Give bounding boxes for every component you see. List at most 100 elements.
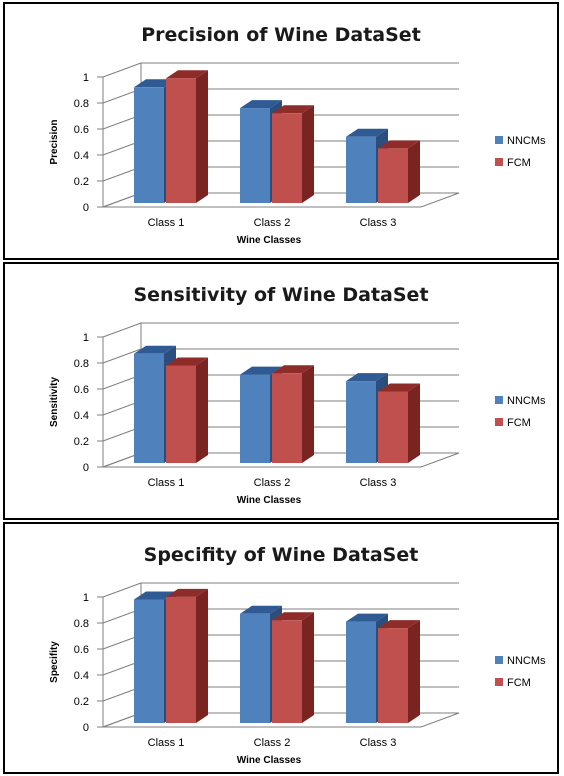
bar-fcm-class-1: [166, 70, 208, 203]
legend-swatch-nncms: [495, 136, 503, 144]
bar-top: [240, 605, 282, 614]
bar-top: [272, 612, 314, 621]
y-tick-label: 0: [83, 202, 89, 214]
floor: [102, 712, 460, 728]
y-tick-label: 0.6: [74, 384, 89, 396]
bar-fcm-class-2: [272, 105, 314, 203]
bar-front: [378, 628, 408, 723]
x-tick-label: Class 3: [360, 217, 397, 229]
bar-front: [272, 373, 302, 463]
bar-top: [346, 128, 388, 137]
y-tick-label: 0.6: [74, 644, 89, 656]
legend-swatch-fcm: [495, 418, 503, 426]
x-tick-label: Class 2: [254, 737, 291, 749]
bar-top: [378, 383, 420, 392]
x-tick-label: Class 3: [360, 737, 397, 749]
chart-specifity: Specifity of Wine DataSet 0 0.2 0.4 0.6 0.8 1 C…: [49, 544, 546, 766]
y-axis-title: Sensitivity: [49, 377, 60, 427]
bar-front: [378, 148, 408, 203]
bar-front: [240, 108, 270, 203]
bar-front: [346, 621, 376, 723]
bar-front: [240, 374, 270, 463]
bar-fcm-class-2: [272, 365, 314, 463]
legend-label-fcm: FCM: [507, 417, 531, 429]
sensitivity-chart-panel: Sensitivity of Wine DataSet 0 0.2 0.4 0.6 0.8…: [3, 262, 559, 520]
x-axis-title: Wine Classes: [237, 495, 302, 506]
bar-top: [134, 79, 176, 88]
bar-top: [166, 357, 208, 366]
y-axis-title: Precision: [49, 119, 60, 164]
bar-side: [196, 70, 208, 203]
bar-side: [302, 612, 314, 723]
bar-side: [408, 383, 420, 463]
specifity-chart-panel: Specifity of Wine DataSet 0 0.2 0.4 0.6 0.8 1 C…: [3, 522, 559, 774]
bar-front: [134, 87, 164, 203]
gridline-depth: [102, 322, 142, 338]
bar-top: [166, 588, 208, 597]
bar-top: [378, 140, 420, 149]
bar-front: [272, 113, 302, 203]
chart-title: Sensitivity of Wine DataSet: [133, 284, 428, 306]
bar-fcm-class-1: [166, 357, 208, 463]
precision-chart-panel: Precision of Wine DataSet 0 0.2 0.4 0.6 0.8 1 C…: [3, 2, 559, 260]
bar-fcm-class-3: [378, 620, 420, 723]
bar-front: [166, 78, 196, 203]
bar-side: [408, 140, 420, 203]
bar-top: [134, 591, 176, 600]
bar-side: [302, 365, 314, 463]
bar-top: [240, 100, 282, 109]
y-tick-label: 0.4: [74, 150, 89, 162]
bar-fcm-class-3: [378, 383, 420, 463]
bar-front: [134, 599, 164, 723]
bar-side: [408, 620, 420, 723]
bar-front: [166, 596, 196, 723]
y-tick-label: 0.2: [74, 696, 89, 708]
legend-label-fcm: FCM: [507, 677, 531, 689]
y-tick-label: 0.2: [74, 176, 89, 188]
bar-side: [302, 105, 314, 203]
bar-fcm-class-3: [378, 140, 420, 203]
bar-top: [272, 365, 314, 374]
y-axis-title: Specifity: [49, 641, 60, 683]
bar-front: [134, 353, 164, 463]
y-tick-label: 0: [83, 462, 89, 474]
chart-title: Specifity of Wine DataSet: [144, 544, 419, 566]
bar-front: [272, 620, 302, 723]
x-axis-title: Wine Classes: [237, 235, 302, 246]
chart-title: Precision of Wine DataSet: [141, 24, 421, 46]
bar-side: [196, 357, 208, 463]
legend-swatch-fcm: [495, 678, 503, 686]
bar-top: [346, 373, 388, 382]
y-tick-label: 0.4: [74, 410, 89, 422]
y-tick-label: 0: [83, 722, 89, 734]
floor: [102, 192, 460, 208]
x-tick-label: Class 1: [148, 477, 185, 489]
bar-front: [346, 136, 376, 203]
bar-top: [378, 620, 420, 629]
bar-top: [166, 70, 208, 79]
y-tick-label: 0.4: [74, 670, 89, 682]
bar-front: [166, 365, 196, 463]
legend-swatch-nncms: [495, 396, 503, 404]
bar-side: [196, 588, 208, 723]
gridline-depth: [102, 62, 142, 78]
chart-precision: Precision of Wine DataSet 0 0.2 0.4 0.6 0.8 1 C…: [49, 24, 546, 246]
x-tick-label: Class 2: [254, 217, 291, 229]
bar-fcm-class-2: [272, 612, 314, 723]
bar-top: [272, 105, 314, 114]
x-tick-label: Class 3: [360, 477, 397, 489]
bar-top: [346, 613, 388, 622]
y-tick-label: 1: [83, 592, 89, 604]
x-tick-label: Class 1: [148, 737, 185, 749]
y-tick-label: 0.8: [74, 618, 89, 630]
y-tick-label: 1: [83, 72, 89, 84]
gridline-depth: [102, 348, 142, 364]
legend-label-nncms: NNCMs: [507, 655, 546, 667]
gridline-depth: [102, 582, 142, 598]
x-tick-label: Class 1: [148, 217, 185, 229]
y-tick-label: 0.6: [74, 124, 89, 136]
chart-sensitivity: Sensitivity of Wine DataSet 0 0.2 0.4 0.6 0.8…: [49, 284, 546, 506]
bar-front: [378, 391, 408, 463]
bar-top: [134, 345, 176, 354]
legend-label-nncms: NNCMs: [507, 135, 546, 147]
